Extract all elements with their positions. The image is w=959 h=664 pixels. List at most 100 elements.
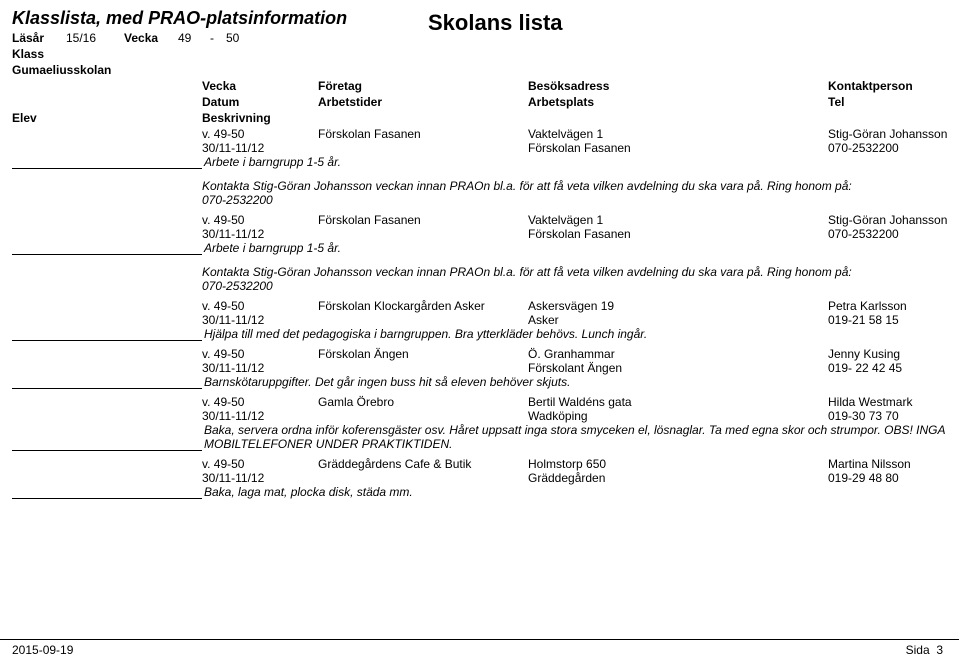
col-kontakt: Kontaktperson [828, 79, 959, 93]
page: Klasslista, med PRAO-platsinformation Lä… [0, 0, 959, 664]
col-beskrivning: Beskrivning [202, 111, 318, 125]
entry-vecka: v. 49-50 [202, 299, 318, 313]
vecka-from: 49 [178, 31, 202, 45]
header-left: Klasslista, med PRAO-platsinformation Lä… [12, 8, 422, 77]
entry-datum: 30/11-11/12 [202, 409, 318, 423]
entry-kontakt: Hilda Westmark [828, 395, 959, 409]
entry-kontakt: Martina Nilsson [828, 457, 959, 471]
entry-besok: Askersvägen 19 [528, 299, 828, 313]
entry-foretag: Förskolan Klockargården Asker [318, 299, 528, 313]
lasar-value: 15/16 [66, 31, 116, 45]
entry-row1: v. 49-50Gräddegårdens Cafe & ButikHolmst… [202, 457, 947, 471]
entry-kontakt: Petra Karlsson [828, 299, 959, 313]
entry-beskrivning: Barnskötaruppgifter. Det går ingen buss … [202, 375, 947, 389]
entry-tel: 019-21 58 15 [828, 313, 959, 327]
entry-besok: Vaktelvägen 1 [528, 213, 828, 227]
entry-tel: 019-29 48 80 [828, 471, 959, 485]
entry-foretag: Förskolan Fasanen [318, 213, 528, 227]
entry-beskrivning: Baka, servera ordna inför koferensgäster… [202, 423, 947, 451]
page-footer: 2015-09-19 Sida 3 [0, 639, 959, 660]
footer-page-label: Sida [906, 643, 930, 657]
entry: v. 49-50Förskolan ÄngenÖ. GranhammarJenn… [12, 347, 947, 389]
column-header-row3: Elev Beskrivning [12, 111, 947, 125]
entry-tel: 070-2532200 [828, 141, 959, 155]
entry-kontakt: Jenny Kusing [828, 347, 959, 361]
entry-vecka: v. 49-50 [202, 347, 318, 361]
col-datum: Datum [202, 95, 318, 109]
vecka-label: Vecka [124, 31, 170, 45]
entry-row3: Baka, servera ordna inför koferensgäster… [202, 423, 947, 451]
klass-label: Klass [12, 47, 422, 61]
entry-tel: 070-2532200 [828, 227, 959, 241]
vecka-to: 50 [226, 31, 239, 45]
footer-page-num: 3 [936, 643, 943, 657]
list-title: Skolans lista [428, 10, 563, 36]
entry-arbetsplats: Förskolan Fasanen [528, 227, 828, 241]
column-header-row1: Vecka Företag Besöksadress Kontaktperson [12, 79, 947, 93]
entry-row1: v. 49-50Gamla ÖrebroBertil Waldéns gataH… [202, 395, 947, 409]
elev-blank-line [12, 485, 202, 499]
col-foretag: Företag [318, 79, 528, 93]
entry-arbetsplats: Förskolan Fasanen [528, 141, 828, 155]
column-header-row2: Datum Arbetstider Arbetsplats Tel [12, 95, 947, 109]
entry-row2: 30/11-11/12Wadköping019-30 73 70 [202, 409, 947, 423]
entry-foretag: Gamla Örebro [318, 395, 528, 409]
entry-row2: 30/11-11/12Gräddegården019-29 48 80 [202, 471, 947, 485]
col-arbetstider: Arbetstider [318, 95, 528, 109]
entry-foretag: Gräddegårdens Cafe & Butik [318, 457, 528, 471]
entry-datum: 30/11-11/12 [202, 141, 318, 155]
entry-row2: 30/11-11/12Förskolan Fasanen070-2532200 [202, 141, 947, 155]
footer-page: Sida 3 [906, 643, 943, 657]
entry-kontakt: Stig-Göran Johansson [828, 213, 959, 227]
entry-datum: 30/11-11/12 [202, 313, 318, 327]
col-besok: Besöksadress [528, 79, 828, 93]
entry-datum: 30/11-11/12 [202, 471, 318, 485]
entry-besok: Bertil Waldéns gata [528, 395, 828, 409]
entry-tel: 019- 22 42 45 [828, 361, 959, 375]
entry-besok: Vaktelvägen 1 [528, 127, 828, 141]
entry-row1: v. 49-50Förskolan Klockargården AskerAsk… [202, 299, 947, 313]
header-row: Klasslista, med PRAO-platsinformation Lä… [12, 8, 947, 77]
entry-datum: 30/11-11/12 [202, 227, 318, 241]
entry-row3: Arbete i barngrupp 1-5 år. [202, 241, 947, 255]
footer-date: 2015-09-19 [12, 643, 73, 657]
entry-row3: Baka, laga mat, plocka disk, städa mm. [202, 485, 947, 499]
lasar-label: Läsår [12, 31, 58, 45]
entry-besok: Ö. Granhammar [528, 347, 828, 361]
col-elev: Elev [12, 111, 202, 125]
elev-blank-line [12, 375, 202, 389]
school-name: Gumaeliusskolan [12, 63, 422, 77]
entry-row1: v. 49-50Förskolan ÄngenÖ. GranhammarJenn… [202, 347, 947, 361]
entry-foretag: Förskolan Ängen [318, 347, 528, 361]
elev-blank-line [12, 155, 202, 169]
entry-datum: 30/11-11/12 [202, 361, 318, 375]
entry-beskrivning: Hjälpa till med det pedagogiska i barngr… [202, 327, 947, 341]
entry-row2: 30/11-11/12Asker019-21 58 15 [202, 313, 947, 327]
header-period: Läsår 15/16 Vecka 49 - 50 [12, 31, 422, 45]
entry-arbetsplats: Förskolant Ängen [528, 361, 828, 375]
entry-row3: Hjälpa till med det pedagogiska i barngr… [202, 327, 947, 341]
report-title: Klasslista, med PRAO-platsinformation [12, 8, 422, 29]
entry-note: Kontakta Stig-Göran Johansson veckan inn… [202, 265, 947, 293]
entry-note: Kontakta Stig-Göran Johansson veckan inn… [202, 179, 947, 207]
entry: v. 49-50Gräddegårdens Cafe & ButikHolmst… [12, 457, 947, 499]
entry: v. 49-50Förskolan FasanenVaktelvägen 1St… [12, 213, 947, 293]
entry: v. 49-50Förskolan Klockargården AskerAsk… [12, 299, 947, 341]
entry: v. 49-50Gamla ÖrebroBertil Waldéns gataH… [12, 395, 947, 451]
col-arbetsplats: Arbetsplats [528, 95, 828, 109]
elev-blank-line [12, 437, 202, 451]
entry-vecka: v. 49-50 [202, 213, 318, 227]
entry-row2: 30/11-11/12Förskolant Ängen019- 22 42 45 [202, 361, 947, 375]
entry-row3: Barnskötaruppgifter. Det går ingen buss … [202, 375, 947, 389]
elev-blank-line [12, 241, 202, 255]
entry-arbetsplats: Gräddegården [528, 471, 828, 485]
entry-row2: 30/11-11/12Förskolan Fasanen070-2532200 [202, 227, 947, 241]
entry-beskrivning: Arbete i barngrupp 1-5 år. [202, 241, 947, 255]
col-tel: Tel [828, 95, 959, 109]
entry-arbetsplats: Asker [528, 313, 828, 327]
entry-vecka: v. 49-50 [202, 127, 318, 141]
entry-row1: v. 49-50Förskolan FasanenVaktelvägen 1St… [202, 127, 947, 141]
entry-kontakt: Stig-Göran Johansson [828, 127, 959, 141]
entry-besok: Holmstorp 650 [528, 457, 828, 471]
entry: v. 49-50Förskolan FasanenVaktelvägen 1St… [12, 127, 947, 207]
